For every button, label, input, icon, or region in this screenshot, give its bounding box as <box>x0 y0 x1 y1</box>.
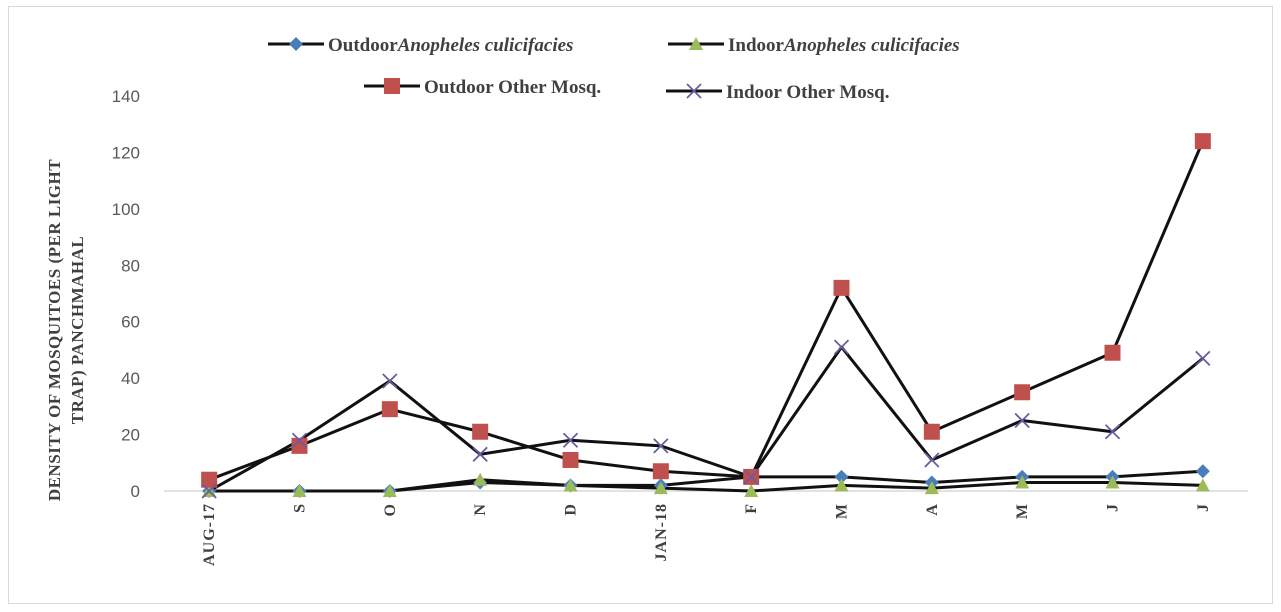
legend-label: OutdoorAnopheles culicifacies <box>328 35 573 56</box>
series-4-point <box>743 469 759 485</box>
series-1-point <box>834 469 849 484</box>
x-marker-stroke <box>382 373 398 389</box>
x-tick-label: A <box>924 503 941 516</box>
legend-label-italic: Anopheles culicifacies <box>397 35 574 56</box>
legend-marker <box>689 37 703 50</box>
series-4-point <box>1014 412 1030 429</box>
series-2-point <box>563 478 578 492</box>
series-4-point <box>1195 350 1211 367</box>
series-3-point <box>472 423 489 440</box>
series-lines <box>208 140 1205 493</box>
y-tick-label: 40 <box>121 369 140 388</box>
series-4-point <box>833 339 850 355</box>
legend-label: Indoor Other Mosq. <box>726 82 889 103</box>
legend-entry-4: Indoor Other Mosq. <box>666 82 889 103</box>
chart-frame <box>8 6 1273 604</box>
series-4-point <box>291 432 308 448</box>
x-marker-stroke <box>1195 350 1211 367</box>
y-tick-label: 100 <box>112 200 140 219</box>
y-tick-label: 60 <box>121 313 140 332</box>
series-2-point <box>834 478 849 492</box>
series-3-point <box>923 423 940 440</box>
series-line-4 <box>208 345 1204 493</box>
y-tick-label: 140 <box>112 87 140 106</box>
series-3-point <box>381 401 398 418</box>
series-3-point <box>833 279 850 296</box>
x-marker-stroke <box>743 469 759 485</box>
series-4-point <box>472 446 488 462</box>
x-tick-label: M <box>1014 503 1031 519</box>
series-line-3 <box>208 140 1205 482</box>
x-marker-stroke <box>1014 412 1030 429</box>
series-1-point <box>1195 464 1210 479</box>
legend-entry-2: IndoorAnopheles culicifacies <box>668 35 960 56</box>
y-axis: 0 20 40 60 80 100 120 140 <box>112 87 140 501</box>
legend-label: Outdoor Other Mosq. <box>424 77 601 98</box>
x-tick-label: J <box>1195 503 1212 512</box>
series-2-point <box>1105 475 1120 489</box>
legend-label-italic: Anopheles culicifacies <box>783 35 960 56</box>
series-2-point <box>382 484 397 497</box>
x-marker-stroke <box>653 438 669 454</box>
legend-label: IndoorAnopheles culicifacies <box>728 35 960 56</box>
x-tick-label: JAN-18 <box>653 503 670 561</box>
x-tick-label: J <box>1105 503 1122 512</box>
series-markers <box>201 133 1211 499</box>
x-tick-label: S <box>292 503 309 513</box>
series-4-point <box>382 373 398 389</box>
series-3-point <box>1014 384 1031 401</box>
x-marker-stroke <box>924 452 940 468</box>
series-3-point <box>652 463 669 480</box>
x-tick-label: AUG-17 <box>201 503 218 566</box>
series-2-point <box>744 484 759 497</box>
y-axis-label-line-2: TRAP) PANCHMAHAL <box>68 236 87 425</box>
x-tick-label: F <box>743 503 760 514</box>
series-2-point <box>653 481 668 495</box>
series-2-point <box>1195 478 1210 492</box>
series-3-point <box>562 451 579 468</box>
legend: OutdoorAnopheles culicifacies IndoorAnoph… <box>268 35 960 103</box>
legend-label-plain: Indoor Other Mosq. <box>726 82 889 103</box>
x-axis: AUG-17 S O N D JAN-18 F M A M J J <box>164 490 1248 566</box>
series-4-point <box>653 438 669 454</box>
x-marker-stroke <box>291 432 308 448</box>
series-2-point <box>1015 475 1030 489</box>
series-4-point <box>562 432 579 448</box>
series-4-point <box>1104 424 1121 440</box>
y-tick-label: 80 <box>121 256 140 275</box>
x-tick-label: M <box>834 503 851 519</box>
legend-marker <box>686 83 702 99</box>
legend-entry-3: Outdoor Other Mosq. <box>364 77 601 98</box>
y-tick-label: 120 <box>112 143 140 162</box>
x-marker-stroke <box>562 432 579 448</box>
y-tick-label: 0 <box>131 482 140 501</box>
y-axis-label-line-1: DENSITY OF MOSQUITOES (PER LIGHT <box>45 159 64 501</box>
x-tick-label: N <box>472 503 489 516</box>
series-2-point <box>473 472 488 486</box>
series-line-2 <box>209 478 1203 493</box>
x-marker-stroke <box>201 483 217 499</box>
series-3-point <box>1194 133 1211 150</box>
series-2-point <box>924 481 939 495</box>
series-3-point <box>1104 344 1121 361</box>
series-3-point <box>291 437 308 454</box>
y-tick-label: 20 <box>121 426 140 445</box>
x-tick-label: O <box>382 503 399 516</box>
legend-marker <box>289 37 303 51</box>
series-4-point <box>201 483 217 499</box>
x-marker-stroke <box>1104 424 1121 440</box>
legend-label-plain: Indoor <box>728 35 785 56</box>
series-4-point <box>924 452 940 468</box>
legend-marker <box>384 78 400 94</box>
x-marker-stroke <box>833 339 850 355</box>
legend-label-plain: Outdoor Other Mosq. <box>424 77 601 98</box>
x-marker-stroke <box>472 446 488 462</box>
x-tick-label: D <box>563 503 580 516</box>
legend-label-plain: Outdoor <box>328 35 398 56</box>
legend-entry-1: OutdoorAnopheles culicifacies <box>268 35 573 56</box>
series-3-point <box>201 471 218 488</box>
x-marker-stroke <box>686 83 702 99</box>
series-2-point <box>292 484 307 497</box>
